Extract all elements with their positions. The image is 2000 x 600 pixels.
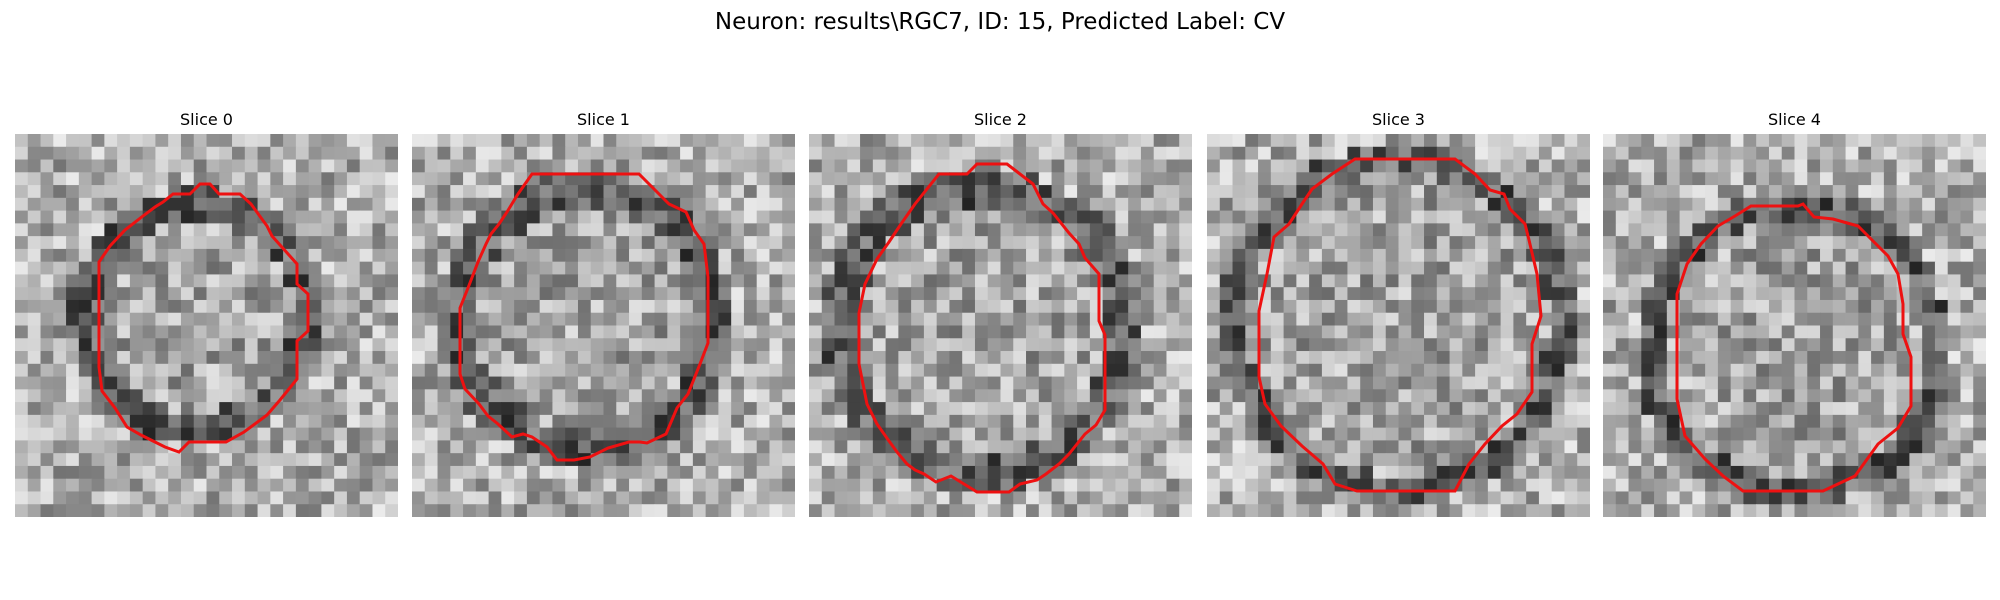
- figure-title: Neuron: results\RGC7, ID: 15, Predicted …: [714, 9, 1286, 35]
- slice-0-noise: [15, 134, 398, 517]
- slice-0-contour: [97, 182, 310, 454]
- slice-2-noise: [809, 134, 1192, 517]
- slice-4-title: Slice 4: [1768, 110, 1821, 129]
- slice-1-contour: [458, 172, 710, 462]
- slice-2-title: Slice 2: [974, 110, 1027, 129]
- slice-1-image: [412, 134, 795, 517]
- slice-2-svg: [809, 134, 1192, 517]
- slice-3-noise: [1207, 134, 1590, 517]
- slice-4-noise: [1603, 134, 1986, 517]
- slice-2-contour: [857, 162, 1107, 494]
- slice-3-contour: [1257, 157, 1543, 493]
- slice-4-image: [1603, 134, 1986, 517]
- slice-4-svg: [1603, 134, 1986, 517]
- slice-0-svg: [15, 134, 398, 517]
- slice-4-contour: [1675, 202, 1913, 493]
- slice-1-title: Slice 1: [577, 110, 630, 129]
- slice-3-image: [1207, 134, 1590, 517]
- slice-2-image: [809, 134, 1192, 517]
- slice-0-title: Slice 0: [180, 110, 233, 129]
- slice-3-title: Slice 3: [1372, 110, 1425, 129]
- slice-0-image: [15, 134, 398, 517]
- slice-1-svg: [412, 134, 795, 517]
- slice-1-noise: [412, 134, 795, 517]
- slice-3-svg: [1207, 134, 1590, 517]
